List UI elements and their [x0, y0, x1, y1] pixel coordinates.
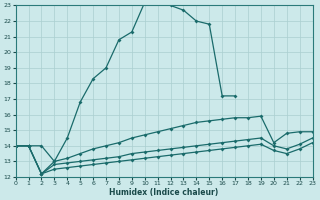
X-axis label: Humidex (Indice chaleur): Humidex (Indice chaleur) — [109, 188, 219, 197]
